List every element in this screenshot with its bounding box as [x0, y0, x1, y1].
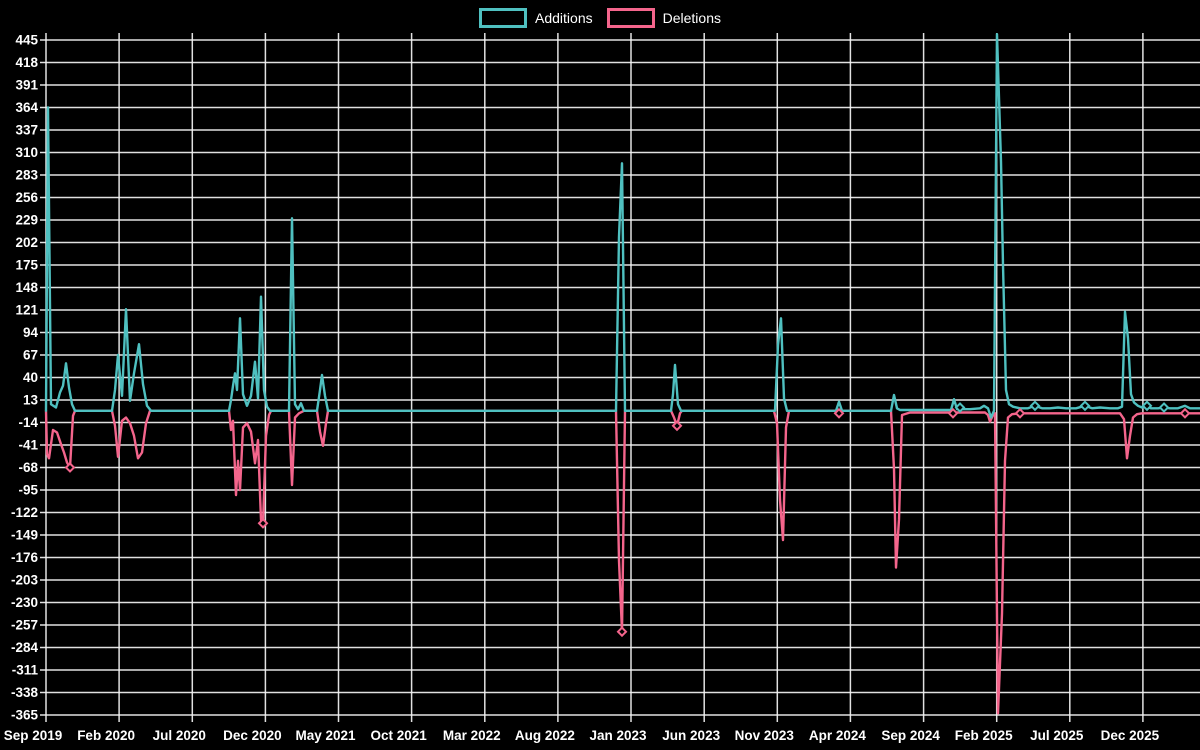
y-tick-label: 310 [15, 145, 38, 160]
deletions-point-marker[interactable] [1014, 407, 1026, 419]
y-tick-label: -41 [18, 438, 38, 453]
deletions-point-marker[interactable] [833, 407, 845, 419]
y-tick-label: -95 [18, 483, 38, 498]
deletions-point-marker[interactable] [671, 420, 683, 432]
deletions-line[interactable] [44, 409, 1200, 715]
y-tick-label: -365 [11, 708, 39, 723]
x-tick-label: Feb 2025 [955, 728, 1013, 743]
x-tick-label: Dec 2020 [223, 728, 282, 743]
y-tick-label: 418 [15, 55, 38, 70]
y-tick-label: 229 [15, 213, 38, 228]
y-tick-label: -149 [11, 528, 38, 543]
additions-line[interactable] [44, 33, 1200, 419]
y-tick-label: 175 [15, 258, 38, 273]
x-tick-label: Jan 2023 [589, 728, 647, 743]
legend-label-deletions: Deletions [662, 10, 721, 26]
deletions-point-marker[interactable] [1179, 407, 1191, 419]
x-tick-label: Apr 2024 [809, 728, 867, 743]
legend-item-additions[interactable]: Additions [479, 8, 593, 28]
x-tick-label: Oct 2021 [370, 728, 427, 743]
y-tick-label: 445 [15, 33, 38, 48]
y-tick-label: -122 [11, 505, 38, 520]
x-tick-label: Feb 2020 [77, 728, 135, 743]
additions-point-marker[interactable] [1141, 400, 1153, 412]
y-tick-label: 337 [15, 123, 38, 138]
y-tick-label: -14 [18, 415, 38, 430]
y-tick-label: 13 [23, 393, 39, 408]
y-tick-label: 94 [23, 325, 39, 340]
y-tick-label: 121 [15, 303, 38, 318]
deletions-point-marker[interactable] [64, 462, 76, 473]
legend-item-deletions[interactable]: Deletions [606, 8, 721, 28]
deletions-swatch-icon [606, 8, 655, 28]
additions-point-marker[interactable] [954, 402, 966, 413]
x-tick-label: Sep 2024 [881, 728, 940, 743]
x-tick-label: Jul 2020 [153, 728, 206, 743]
deletions-point-marker[interactable] [947, 407, 959, 419]
y-tick-label: 283 [15, 168, 38, 183]
y-tick-label: -311 [12, 663, 39, 678]
x-tick-label: Nov 2023 [735, 728, 795, 743]
additions-swatch-icon [479, 8, 528, 28]
legend-label-additions: Additions [535, 10, 593, 26]
x-tick-label: May 2021 [295, 728, 356, 743]
y-tick-label: 391 [15, 78, 38, 93]
y-tick-label: 256 [15, 190, 38, 205]
y-tick-label: -68 [18, 460, 38, 475]
y-tick-label: -176 [11, 550, 39, 565]
y-tick-label: 148 [15, 280, 38, 295]
additions-point-marker[interactable] [1079, 400, 1091, 412]
legend: Additions Deletions [0, 8, 1200, 28]
y-tick-label: -230 [11, 595, 38, 610]
y-tick-label: 202 [15, 235, 38, 250]
deletions-point-marker[interactable] [616, 626, 628, 638]
y-tick-label: 67 [23, 348, 38, 363]
y-tick-label: -203 [11, 573, 39, 588]
y-tick-label: -338 [11, 685, 39, 700]
y-tick-label: 364 [15, 100, 38, 115]
y-tick-label: -257 [11, 618, 38, 633]
x-tick-label: Mar 2022 [443, 728, 501, 743]
x-tick-label: Dec 2025 [1101, 728, 1160, 743]
deletions-point-marker[interactable] [257, 517, 269, 529]
x-tick-label: Jun 2023 [662, 728, 720, 743]
additions-point-marker[interactable] [1158, 402, 1170, 413]
x-tick-label: Aug 2022 [515, 728, 575, 743]
x-tick-label: Sep 2019 [4, 728, 63, 743]
y-tick-label: 40 [23, 370, 38, 385]
x-tick-label: Jul 2025 [1030, 728, 1084, 743]
y-tick-label: -284 [11, 640, 39, 655]
additions-point-marker[interactable] [1029, 400, 1041, 412]
